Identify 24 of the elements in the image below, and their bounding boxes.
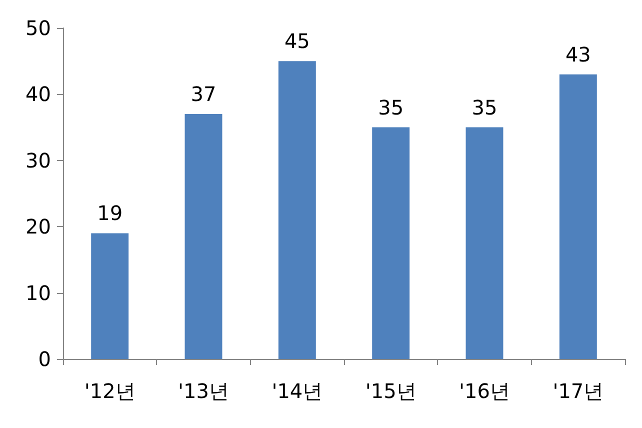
x-tick-label: '15년 <box>365 379 416 403</box>
y-tick-label: 20 <box>26 214 51 239</box>
x-tick-label: '16년 <box>459 379 510 403</box>
y-tick-label: 30 <box>26 148 51 172</box>
y-tick-label: 40 <box>26 82 51 106</box>
x-tick-label: '17년 <box>552 379 604 403</box>
x-tick-label: '13년 <box>178 379 229 403</box>
y-tick-label: 50 <box>26 16 51 40</box>
y-tick-label: 0 <box>38 347 51 371</box>
data-label: 37 <box>190 82 216 106</box>
x-tick-label: '12년 <box>84 379 136 403</box>
data-label: 19 <box>97 201 123 226</box>
data-label: 45 <box>284 29 310 54</box>
data-label: 43 <box>565 42 591 66</box>
data-label: 35 <box>378 95 404 120</box>
data-label: 35 <box>472 95 498 120</box>
bar <box>278 61 316 359</box>
x-tick-label: '14년 <box>272 379 323 403</box>
bar <box>372 127 410 359</box>
bar <box>559 74 597 359</box>
y-tick-label: 10 <box>26 280 51 305</box>
bar <box>91 233 129 359</box>
bar <box>466 127 504 359</box>
bar <box>184 114 222 359</box>
